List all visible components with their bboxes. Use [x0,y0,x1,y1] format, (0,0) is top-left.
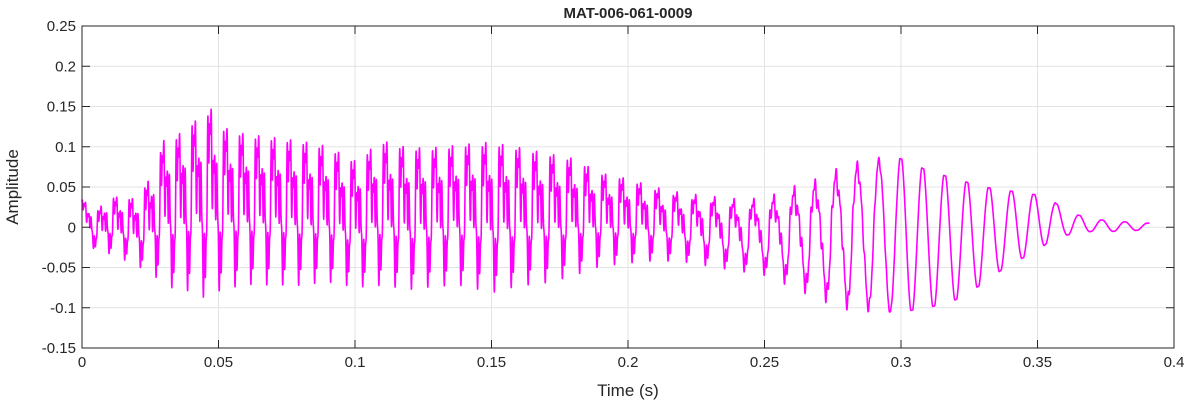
chart-title: MAT-006-061-0009 [564,5,693,22]
x-tick-label: 0.15 [477,354,506,371]
y-tick-label: 0.1 [55,139,76,156]
y-tick-labels: -0.15 -0.1 -0.05 0 0.05 0.1 0.15 0.2 0.25 [42,18,76,357]
series-line [81,108,1151,313]
x-tick-label: 0.25 [750,354,779,371]
x-tick-labels: 0 0.05 0.1 0.15 0.2 0.25 0.3 0.35 0.4 [78,354,1185,371]
tick-marks [81,25,1175,349]
y-tick-label: 0.05 [47,179,76,196]
y-tick-label: -0.1 [50,300,76,317]
x-tick-label: 0.1 [345,354,366,371]
x-axis-label: Time (s) [597,381,659,400]
x-tick-label: 0.05 [204,354,233,371]
y-tick-label: -0.15 [42,340,76,357]
x-tick-label: 0.3 [891,354,912,371]
y-tick-label: 0.15 [47,99,76,116]
x-tick-label: 0.2 [618,354,639,371]
y-axis-label: Amplitude [3,149,22,225]
y-tick-label: 0.2 [55,58,76,75]
y-tick-label: -0.05 [42,260,76,277]
x-tick-label: 0.4 [1164,354,1185,371]
y-tick-label: 0 [68,219,76,236]
x-tick-label: 0.35 [1023,354,1052,371]
y-tick-label: 0.25 [47,18,76,35]
x-tick-label: 0 [78,354,86,371]
